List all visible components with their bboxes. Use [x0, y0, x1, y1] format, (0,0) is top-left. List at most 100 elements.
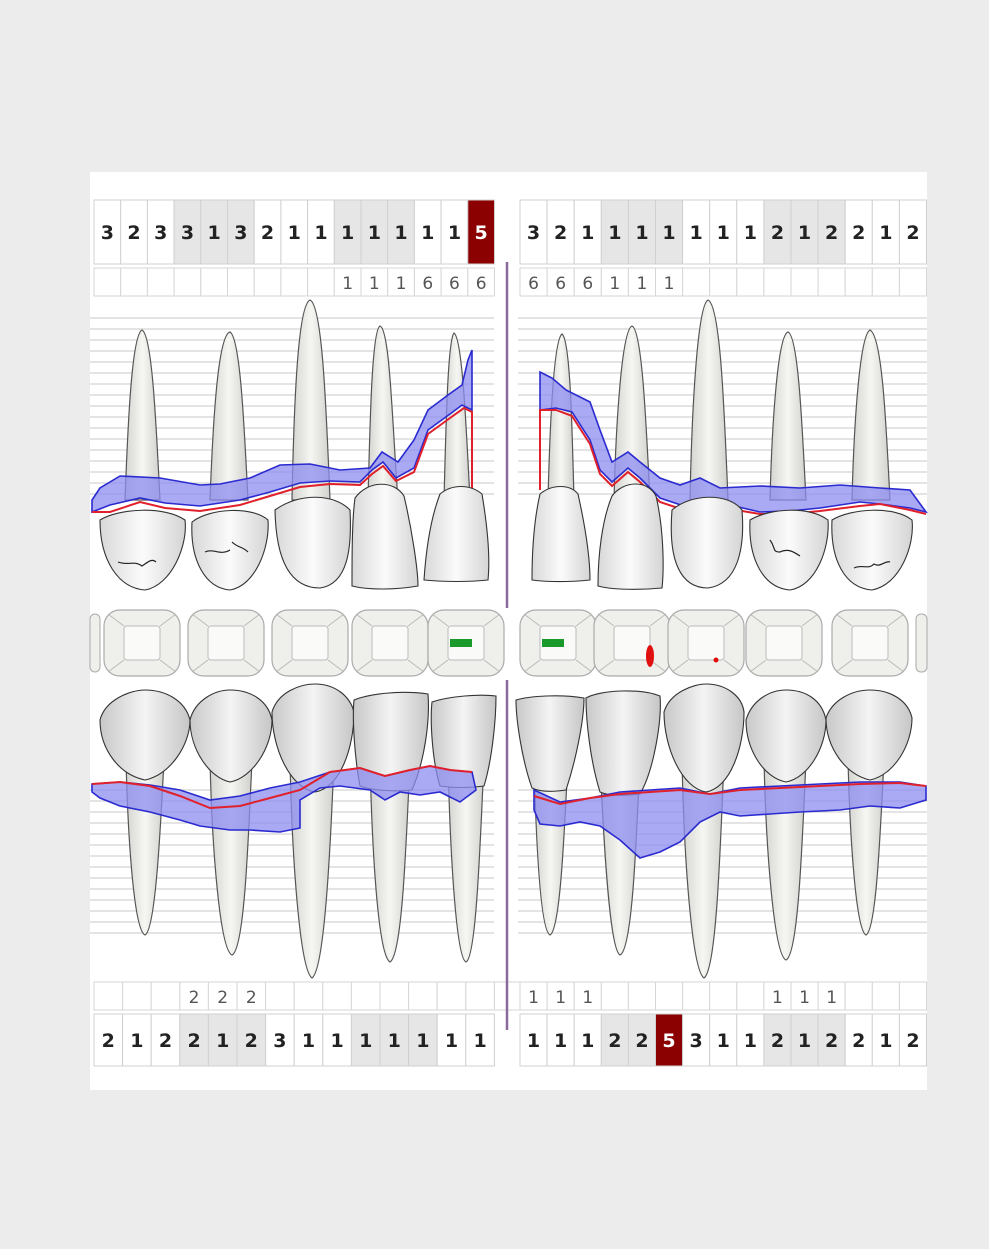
value-cell[interactable]: [736, 199, 765, 265]
value-cell[interactable]: [173, 199, 202, 265]
value-cell[interactable]: [790, 199, 819, 265]
mobility-cell[interactable]: [467, 267, 495, 297]
value-cell[interactable]: [817, 1013, 846, 1067]
value-cell[interactable]: [408, 1013, 438, 1067]
crown-lower-9[interactable]: [745, 689, 827, 783]
mobility-cell[interactable]: [709, 267, 738, 297]
crown-upper-10[interactable]: [831, 509, 913, 591]
value-cell[interactable]: [898, 1013, 928, 1067]
tooth-lower-5[interactable]: [447, 759, 485, 963]
mobility-cell[interactable]: [682, 981, 711, 1011]
mobility-cell[interactable]: [122, 981, 152, 1011]
value-cell[interactable]: [200, 199, 229, 265]
value-cell[interactable]: [413, 199, 442, 265]
mobility-cell[interactable]: [844, 981, 873, 1011]
value-cell[interactable]: [519, 1013, 548, 1067]
mobility-cell[interactable]: [736, 981, 765, 1011]
value-cell[interactable]: [844, 199, 873, 265]
mobility-cell[interactable]: [817, 981, 846, 1011]
mobility-cell[interactable]: [682, 267, 711, 297]
mobility-cell[interactable]: [655, 981, 684, 1011]
value-cell[interactable]: [844, 1013, 873, 1067]
mobility-cell[interactable]: [763, 981, 792, 1011]
mobility-cell[interactable]: [763, 267, 792, 297]
mobility-cell[interactable]: [173, 267, 202, 297]
mobility-cell[interactable]: [436, 981, 467, 1011]
value-cell[interactable]: [465, 1013, 495, 1067]
crown-lower-3[interactable]: [271, 683, 355, 793]
value-cell[interactable]: [436, 1013, 467, 1067]
tooth-upper-10[interactable]: [851, 329, 891, 501]
value-cell[interactable]: [122, 1013, 152, 1067]
mobility-cell[interactable]: [322, 981, 352, 1011]
mobility-cell[interactable]: [465, 981, 495, 1011]
tooth-lower-4[interactable]: [369, 759, 411, 963]
mobility-cell[interactable]: [93, 267, 122, 297]
mobility-cell[interactable]: [546, 981, 575, 1011]
value-cell[interactable]: [655, 199, 684, 265]
mobility-cell[interactable]: [333, 267, 362, 297]
mobility-cell[interactable]: [120, 267, 148, 297]
mobility-cell[interactable]: [898, 981, 928, 1011]
value-cell[interactable]: [546, 199, 575, 265]
crown-upper-6[interactable]: [531, 485, 591, 583]
mobility-cell[interactable]: [493, 981, 524, 1011]
mobility-cell[interactable]: [146, 267, 175, 297]
value-cell[interactable]: [253, 199, 282, 265]
value-cell[interactable]: [817, 199, 846, 265]
mobility-cell[interactable]: [408, 981, 438, 1011]
tooth-upper-1[interactable]: [124, 329, 161, 501]
mobility-cell[interactable]: [817, 267, 846, 297]
value-cell[interactable]: [790, 1013, 819, 1067]
value-cell[interactable]: [265, 1013, 295, 1067]
value-cell[interactable]: [871, 1013, 900, 1067]
tooth-upper-8[interactable]: [689, 299, 729, 501]
mobility-cell[interactable]: [200, 267, 229, 297]
crown-lower-10[interactable]: [825, 689, 913, 781]
value-cell[interactable]: [871, 199, 900, 265]
crown-lower-2[interactable]: [189, 689, 273, 783]
value-cell[interactable]: [682, 1013, 711, 1067]
mobility-cell[interactable]: [709, 981, 738, 1011]
tooth-upper-5[interactable]: [443, 332, 471, 501]
value-cell[interactable]: [387, 199, 415, 265]
crown-lower-1[interactable]: [99, 689, 191, 781]
mobility-cell[interactable]: [440, 267, 469, 297]
value-cell[interactable]: [519, 199, 548, 265]
mobility-cell[interactable]: [736, 267, 765, 297]
crown-lower-8[interactable]: [663, 683, 745, 793]
crown-upper-4[interactable]: [351, 483, 419, 590]
value-cell[interactable]: [120, 199, 148, 265]
mobility-cell[interactable]: [307, 267, 335, 297]
tooth-upper-9[interactable]: [769, 331, 807, 501]
value-cell[interactable]: [709, 1013, 738, 1067]
mobility-cell[interactable]: [293, 981, 324, 1011]
mobility-cell[interactable]: [93, 981, 124, 1011]
mobility-cell[interactable]: [573, 267, 602, 297]
mobility-cell[interactable]: [844, 267, 873, 297]
value-cell[interactable]: [179, 1013, 209, 1067]
mobility-cell[interactable]: [253, 267, 282, 297]
value-cell[interactable]: [333, 199, 362, 265]
value-cell[interactable]: [763, 199, 792, 265]
value-cell[interactable]: [600, 1013, 629, 1067]
value-cell[interactable]: [322, 1013, 352, 1067]
crown-upper-8[interactable]: [670, 496, 744, 589]
mobility-cell[interactable]: [627, 267, 657, 297]
mobility-cell[interactable]: [871, 267, 900, 297]
value-cell[interactable]: [207, 1013, 238, 1067]
value-cell[interactable]: [600, 199, 629, 265]
crown-upper-1[interactable]: [99, 509, 186, 591]
value-cell[interactable]: [146, 199, 175, 265]
value-cell[interactable]: [350, 1013, 381, 1067]
mobility-cell[interactable]: [227, 267, 255, 297]
value-cell[interactable]: [467, 199, 495, 265]
value-cell[interactable]: [280, 199, 309, 265]
value-cell[interactable]: [440, 199, 469, 265]
tooth-upper-6[interactable]: [547, 333, 575, 501]
tooth-lower-3[interactable]: [289, 759, 335, 979]
crown-upper-3[interactable]: [274, 496, 351, 589]
mobility-cell[interactable]: [280, 267, 309, 297]
mobility-cell[interactable]: [790, 981, 819, 1011]
value-cell[interactable]: [627, 199, 657, 265]
